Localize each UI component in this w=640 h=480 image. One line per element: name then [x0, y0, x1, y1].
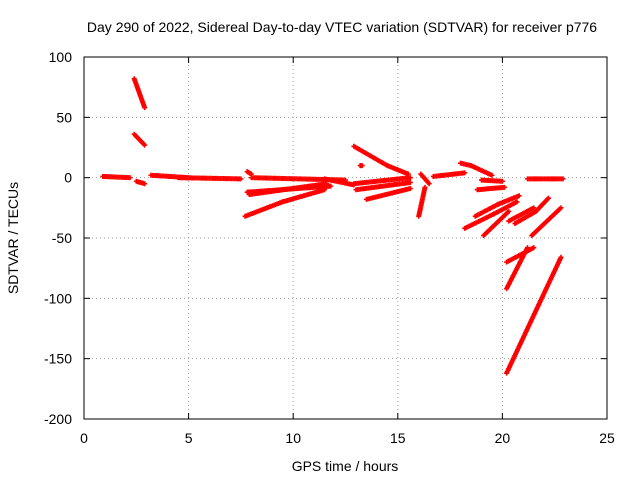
data-point	[407, 179, 413, 185]
series-arc-drop-a	[416, 184, 428, 219]
data-point	[238, 176, 244, 182]
axis-ticks: 0 5 10 15 20 25 -200 -150 -100 -50 0 50 100	[44, 49, 615, 446]
series-arc-flat-7	[525, 176, 566, 182]
data-point	[558, 254, 564, 260]
data-point	[416, 213, 422, 219]
series-arc-curve-low	[242, 187, 328, 219]
grid-lines	[84, 57, 607, 419]
y-tick-label: -200	[44, 411, 72, 427]
series-arc-high-a	[131, 76, 148, 111]
data-point	[489, 172, 495, 178]
x-tick-label: 5	[185, 430, 193, 446]
x-tick-label: 25	[599, 430, 615, 446]
data-point	[142, 181, 148, 187]
series-arc-long-a	[504, 254, 564, 376]
data-point	[407, 186, 413, 192]
data-point	[426, 181, 432, 187]
data-point	[506, 208, 512, 214]
y-tick-label: 100	[49, 49, 73, 65]
data-point	[545, 195, 551, 201]
x-tick-label: 0	[80, 430, 88, 446]
series-arc-diag-a	[462, 199, 520, 231]
series-arc-hump-a	[458, 160, 495, 178]
series-arc-steep-c	[506, 205, 537, 224]
chart-title: Day 290 of 2022, Sidereal Day-to-day VTE…	[87, 19, 597, 35]
data-point	[531, 245, 537, 251]
data-point	[462, 170, 468, 176]
series-arc-band-6	[478, 177, 505, 184]
data-point	[328, 183, 334, 189]
series-arc-steep-b	[504, 245, 537, 265]
series-arc-long-c	[512, 195, 551, 227]
series-arc-long-b	[529, 205, 564, 239]
y-tick-label: 0	[64, 170, 72, 186]
data-point	[531, 205, 537, 211]
data-point	[560, 176, 566, 182]
series-arc-flat-2	[148, 172, 192, 181]
x-tick-label: 15	[390, 430, 406, 446]
series-arc-dip-a	[133, 178, 148, 187]
y-tick-label: 50	[56, 109, 72, 125]
data-point	[499, 178, 505, 184]
data-point	[322, 187, 328, 193]
data-point	[514, 199, 520, 205]
series-arc-flat-6	[430, 170, 468, 179]
series-arc-short-a	[418, 171, 432, 187]
data-point	[359, 163, 365, 169]
data-point	[516, 193, 522, 199]
series-arc-band-2	[244, 183, 334, 195]
series-arc-band-5	[363, 186, 413, 202]
series-arc-band-3	[351, 175, 413, 187]
y-tick-label: -50	[52, 230, 72, 246]
series-arc-flat-1	[100, 173, 133, 181]
series-arc-high-b	[131, 131, 148, 148]
y-tick-label: -100	[44, 290, 72, 306]
y-axis-label: SDTVAR / TECUs	[5, 182, 21, 294]
data-point	[501, 184, 507, 190]
series-arc-flat-3	[175, 175, 244, 182]
series-arc-spike-b	[357, 163, 365, 169]
data-points	[100, 76, 566, 376]
x-axis-label: GPS time / hours	[292, 458, 399, 474]
data-point	[558, 205, 564, 211]
data-point	[142, 105, 148, 111]
x-tick-label: 10	[285, 430, 301, 446]
data-point	[142, 142, 148, 148]
series-arc-rise-a	[351, 143, 411, 177]
x-tick-label: 20	[495, 430, 511, 446]
series-arc-band-7	[474, 184, 507, 193]
series-arc-diag-c	[481, 208, 512, 239]
data-point	[127, 175, 133, 181]
series-arc-band-4	[353, 179, 413, 193]
data-point	[407, 175, 413, 181]
series-arc-diag-b	[472, 193, 522, 219]
y-tick-label: -150	[44, 351, 72, 367]
